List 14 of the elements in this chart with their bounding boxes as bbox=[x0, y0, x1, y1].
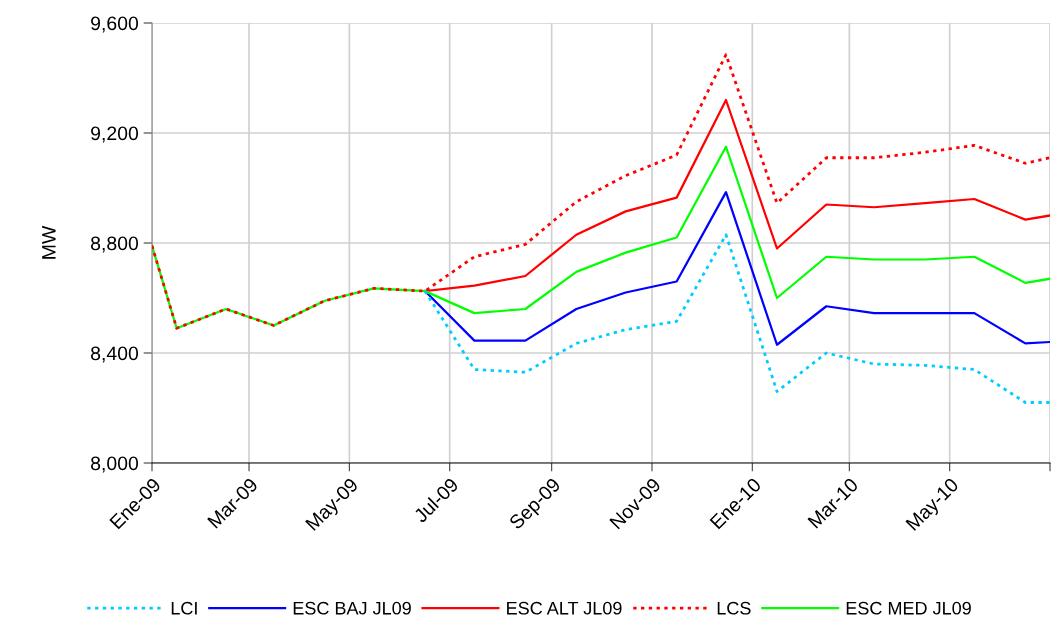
y-tick-label: 8,800 bbox=[91, 236, 139, 253]
y-tick-label: 8,000 bbox=[91, 456, 139, 473]
legend-label: LCI bbox=[171, 601, 197, 615]
legend-label: ESC ALT JL09 bbox=[507, 601, 622, 615]
y-tick-label: 9,600 bbox=[91, 16, 139, 33]
y-axis-title: MW bbox=[42, 225, 56, 259]
y-tick-label: 9,200 bbox=[91, 126, 139, 143]
legend-label: ESC MED JL09 bbox=[846, 601, 971, 615]
legend-label: LCS bbox=[717, 601, 751, 615]
line-series bbox=[152, 53, 1050, 330]
y-tick-label: 8,400 bbox=[91, 346, 139, 363]
line-series bbox=[423, 233, 1050, 404]
line-series bbox=[152, 145, 1050, 330]
legend-label: ESC BAJ JL09 bbox=[293, 601, 411, 615]
